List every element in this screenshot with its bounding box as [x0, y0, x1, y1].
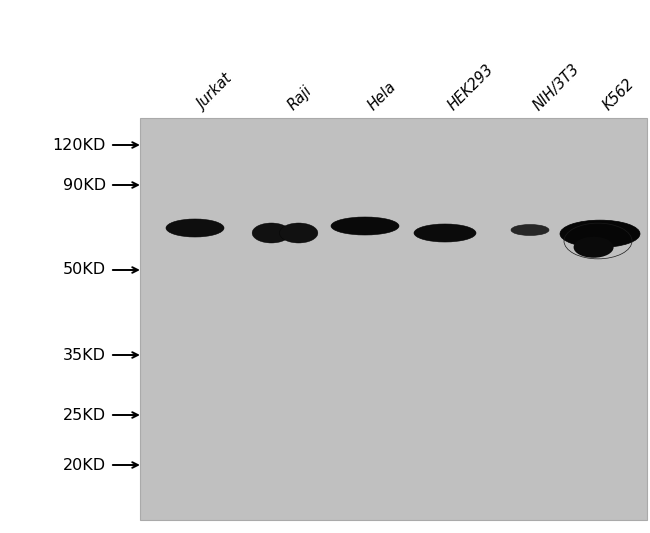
- Text: HEK293: HEK293: [445, 62, 497, 113]
- Text: 20KD: 20KD: [63, 457, 106, 472]
- Bar: [271, 226, 298, 240]
- Ellipse shape: [573, 237, 614, 258]
- Ellipse shape: [331, 217, 399, 235]
- Ellipse shape: [511, 224, 549, 236]
- Bar: [140, 118, 647, 520]
- Ellipse shape: [414, 224, 476, 242]
- Text: 90KD: 90KD: [63, 177, 106, 192]
- Text: K562: K562: [600, 76, 637, 113]
- Text: Raji: Raji: [285, 83, 315, 113]
- Ellipse shape: [280, 223, 318, 243]
- Ellipse shape: [252, 223, 291, 243]
- Text: Jurkat: Jurkat: [195, 72, 236, 113]
- Text: NIH/3T3: NIH/3T3: [530, 61, 582, 113]
- Text: 25KD: 25KD: [63, 408, 106, 423]
- Ellipse shape: [560, 220, 640, 247]
- Text: 120KD: 120KD: [53, 138, 106, 152]
- Text: 50KD: 50KD: [63, 262, 106, 278]
- Ellipse shape: [166, 219, 224, 237]
- Text: Hela: Hela: [365, 79, 399, 113]
- Text: 35KD: 35KD: [63, 348, 106, 362]
